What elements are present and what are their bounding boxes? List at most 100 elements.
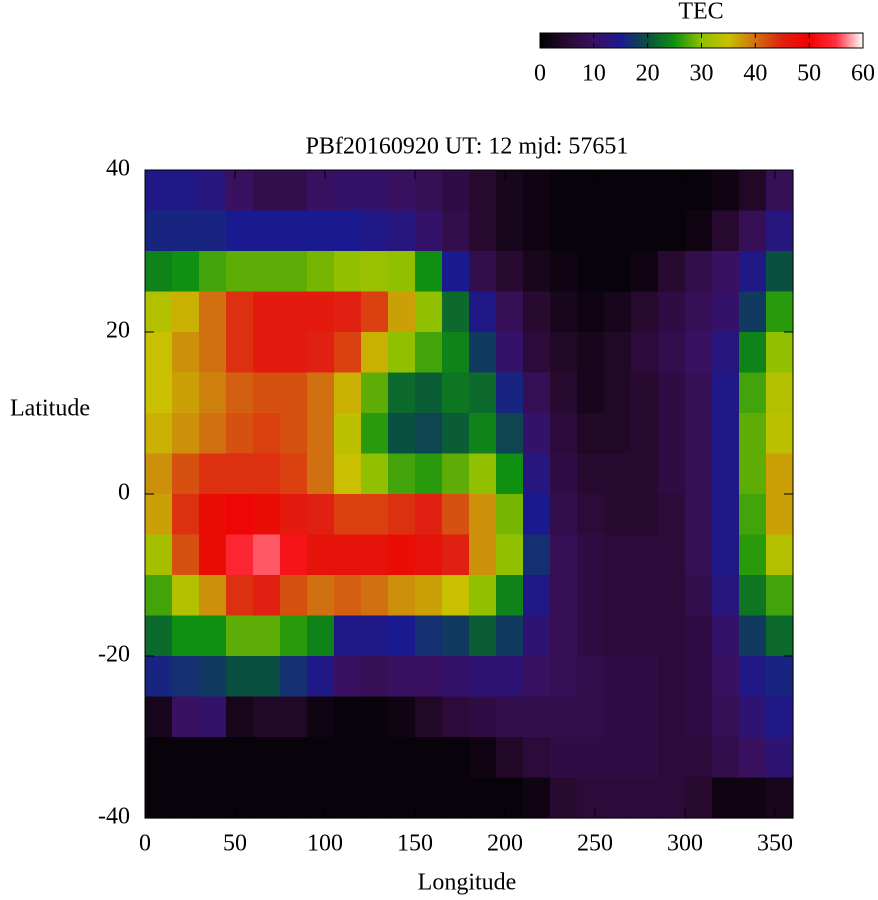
heat-cell bbox=[145, 332, 173, 374]
heat-cell bbox=[145, 372, 173, 414]
heat-cell bbox=[172, 494, 200, 536]
heat-cell bbox=[631, 210, 659, 252]
heat-cell bbox=[145, 251, 173, 293]
heat-cell bbox=[226, 494, 254, 536]
heat-cell bbox=[280, 332, 308, 374]
heat-cell bbox=[361, 615, 389, 657]
heat-cell bbox=[307, 575, 335, 617]
heat-cell bbox=[658, 777, 686, 819]
heat-cell bbox=[388, 413, 416, 455]
heat-cell bbox=[550, 696, 578, 738]
heat-cell bbox=[145, 575, 173, 617]
heat-cell bbox=[442, 210, 470, 252]
heat-cell bbox=[739, 170, 767, 212]
heat-cell bbox=[712, 372, 740, 414]
heat-cell bbox=[334, 291, 362, 333]
heat-cell bbox=[226, 170, 254, 212]
heat-cell bbox=[631, 777, 659, 819]
colorbar-tick-label: 10 bbox=[582, 61, 606, 87]
heat-cell bbox=[199, 494, 227, 536]
heat-cell bbox=[550, 413, 578, 455]
heat-cell bbox=[469, 170, 497, 212]
heat-cell bbox=[604, 615, 632, 657]
heat-cell bbox=[739, 656, 767, 698]
heat-cell bbox=[307, 534, 335, 576]
heat-cell bbox=[685, 453, 713, 495]
heat-cell bbox=[172, 575, 200, 617]
heat-cell bbox=[145, 696, 173, 738]
heat-cell bbox=[631, 696, 659, 738]
heat-cell bbox=[172, 453, 200, 495]
heat-cell bbox=[334, 413, 362, 455]
heat-cell bbox=[307, 737, 335, 779]
heat-cell bbox=[469, 615, 497, 657]
heat-cell bbox=[172, 615, 200, 657]
heat-cell bbox=[496, 737, 524, 779]
heat-cell bbox=[415, 372, 443, 414]
heat-cell bbox=[658, 251, 686, 293]
heat-cell bbox=[415, 251, 443, 293]
heat-cell bbox=[496, 575, 524, 617]
heat-cell bbox=[334, 453, 362, 495]
heat-cell bbox=[469, 777, 497, 819]
heat-cell bbox=[307, 413, 335, 455]
heat-cell bbox=[388, 332, 416, 374]
colorbar-tick-label: 20 bbox=[636, 61, 660, 87]
heat-cell bbox=[280, 494, 308, 536]
heat-cell bbox=[415, 170, 443, 212]
heat-cell bbox=[253, 170, 281, 212]
heat-cell bbox=[550, 170, 578, 212]
heat-cell bbox=[307, 170, 335, 212]
heat-cell bbox=[469, 494, 497, 536]
heat-cell bbox=[361, 534, 389, 576]
heat-cell bbox=[388, 251, 416, 293]
heat-cell bbox=[199, 615, 227, 657]
heat-cell bbox=[766, 696, 794, 738]
heat-cell bbox=[685, 170, 713, 212]
heat-cell bbox=[496, 453, 524, 495]
heat-cell bbox=[334, 656, 362, 698]
heat-cell bbox=[550, 332, 578, 374]
heat-cell bbox=[604, 737, 632, 779]
heat-cell bbox=[766, 534, 794, 576]
heat-cell bbox=[253, 696, 281, 738]
heat-cell bbox=[658, 534, 686, 576]
heat-cell bbox=[550, 575, 578, 617]
heat-cell bbox=[172, 372, 200, 414]
y-tick-label: -20 bbox=[98, 642, 130, 668]
heat-cell bbox=[631, 534, 659, 576]
heat-cell bbox=[253, 534, 281, 576]
heat-cell bbox=[577, 170, 605, 212]
heat-cell bbox=[523, 575, 551, 617]
heat-cell bbox=[550, 210, 578, 252]
heat-cell bbox=[577, 453, 605, 495]
heat-cell bbox=[550, 777, 578, 819]
heat-cell bbox=[739, 291, 767, 333]
heat-cell bbox=[658, 210, 686, 252]
heat-cell bbox=[226, 413, 254, 455]
heat-cell bbox=[172, 291, 200, 333]
heat-cell bbox=[604, 413, 632, 455]
heat-cell bbox=[631, 656, 659, 698]
heat-cell bbox=[469, 210, 497, 252]
heat-cell bbox=[415, 413, 443, 455]
heat-cell bbox=[685, 494, 713, 536]
heat-cell bbox=[280, 291, 308, 333]
heat-cell bbox=[550, 737, 578, 779]
heat-cell bbox=[685, 737, 713, 779]
heat-cell bbox=[712, 575, 740, 617]
heat-cell bbox=[631, 615, 659, 657]
heat-cell bbox=[496, 494, 524, 536]
heat-cell bbox=[604, 372, 632, 414]
colorbar-tick-label: 0 bbox=[534, 61, 546, 87]
heat-cell bbox=[361, 575, 389, 617]
heat-cell bbox=[739, 777, 767, 819]
heat-cell bbox=[523, 696, 551, 738]
heat-cell bbox=[253, 494, 281, 536]
heat-cell bbox=[469, 696, 497, 738]
heat-cell bbox=[334, 534, 362, 576]
heat-cell bbox=[199, 575, 227, 617]
heat-cell bbox=[226, 696, 254, 738]
heat-cell bbox=[523, 656, 551, 698]
